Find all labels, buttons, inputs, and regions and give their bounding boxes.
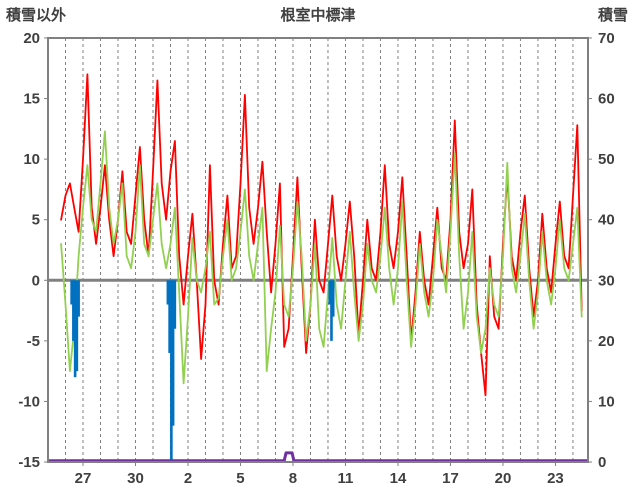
- x-axis-tick-label: 8: [289, 470, 297, 487]
- bars-blue-bar: [77, 280, 80, 317]
- bars-blue-bar: [170, 280, 173, 460]
- right-axis-tick-label: 40: [598, 212, 615, 229]
- bars-blue-bar: [166, 280, 170, 305]
- bars-blue-bar: [328, 280, 332, 305]
- x-axis-tick-label: 23: [547, 470, 564, 487]
- left-axis-tick-label: -15: [18, 454, 40, 471]
- x-axis-tick-label: 30: [127, 470, 144, 487]
- bars-blue-bar: [70, 280, 73, 305]
- bars-blue-bar: [75, 280, 79, 372]
- left-axis-tick-label: 5: [32, 212, 40, 229]
- chart-title: 根室中標津: [280, 7, 356, 24]
- right-axis-tick-label: 50: [598, 151, 615, 168]
- x-axis-tick-label: 11: [338, 470, 354, 487]
- bars-blue-bar: [330, 280, 333, 341]
- left-axis-tick-label: -5: [27, 333, 40, 350]
- bars-blue-bar: [168, 280, 171, 353]
- bars-blue-bar: [73, 280, 77, 378]
- x-axis-tick-label: 27: [75, 470, 92, 487]
- left-axis-title: 積雪以外: [6, 7, 67, 24]
- left-axis-tick-label: 15: [23, 91, 40, 108]
- right-axis-tick-label: 30: [598, 272, 615, 289]
- left-axis-tick-label: 20: [23, 30, 40, 47]
- right-axis-tick-label: 20: [598, 333, 615, 350]
- right-axis-tick-label: 0: [598, 454, 606, 471]
- snow-purple-line: [48, 451, 587, 463]
- right-axis-tick-label: 60: [598, 91, 615, 108]
- x-axis-tick-label: 20: [495, 470, 512, 487]
- secondary-green-line: [60, 130, 583, 385]
- bars-blue-bar: [72, 280, 75, 341]
- bars-blue-bar: [331, 280, 335, 317]
- plot-background: [48, 38, 588, 462]
- bars-blue-bar: [173, 280, 177, 329]
- left-axis-tick-label: 10: [23, 151, 40, 168]
- right-axis-title: 積雪: [597, 7, 628, 24]
- bars-blue-bar: [171, 280, 175, 426]
- x-axis-tick-label: 14: [390, 470, 407, 487]
- temperature-red-line: [60, 73, 583, 397]
- right-axis-tick-label: 10: [598, 393, 615, 410]
- x-axis-tick-label: 2: [184, 470, 192, 487]
- right-axis-tick-label: 70: [598, 30, 615, 47]
- x-axis-tick-label: 5: [236, 470, 244, 487]
- left-axis-tick-label: 0: [32, 272, 40, 289]
- left-axis-tick-label: -10: [18, 393, 40, 410]
- plot-frame: [47, 37, 589, 463]
- x-axis-tick-label: 17: [442, 470, 459, 487]
